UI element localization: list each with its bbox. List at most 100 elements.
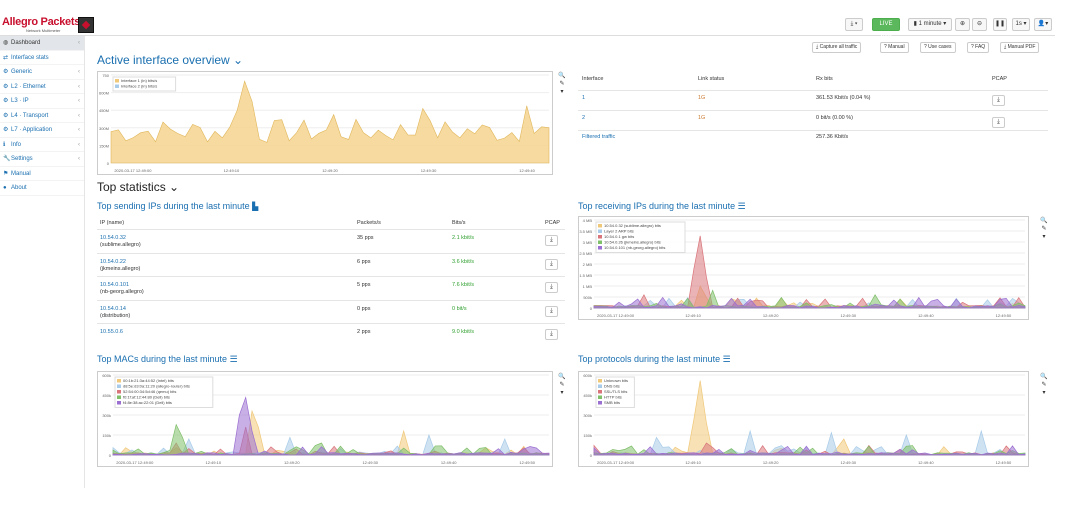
- sidebar-item-settings[interactable]: 🔧Settings ‹: [0, 152, 84, 167]
- pcap-download-button[interactable]: ⤓: [545, 282, 558, 293]
- list-icon[interactable]: ☰: [229, 354, 238, 364]
- top-statistics-title[interactable]: Top statistics ⌄: [97, 180, 180, 194]
- menu-chevron-icon[interactable]: ▾: [1042, 234, 1046, 240]
- use-cases-button[interactable]: ? Use cases: [920, 42, 956, 53]
- table-row: 10.54.0.22 (jkmeins.allegro) 6 pps 3.6 kbit…: [97, 252, 565, 277]
- sidebar-item-l2-ethernet[interactable]: ⚙ L2 · Ethernet ‹: [0, 80, 84, 94]
- ip-link[interactable]: 10.54.0.22: [100, 258, 126, 265]
- rx-value: 0 bit/s (0.00 %): [816, 115, 853, 121]
- ip-link[interactable]: 10.54.0.14: [100, 305, 126, 312]
- zoom-icon[interactable]: 🔍: [558, 374, 566, 380]
- sidebar-item-label: Dashboard: [11, 40, 41, 46]
- menu-chevron-icon[interactable]: ▾: [560, 390, 564, 396]
- sidebar-item-interface-stats[interactable]: ⇄ Interface stats: [0, 51, 84, 65]
- manual-pdf-button[interactable]: ⤓ Manual PDF: [1000, 42, 1040, 53]
- download-button[interactable]: ⤓ ▾: [845, 18, 863, 31]
- pcap-download-button[interactable]: ⤓: [545, 305, 558, 317]
- edit-icon[interactable]: ✎: [1041, 226, 1047, 232]
- sidebar-item-l3-ip[interactable]: ⚙ L3 · IP ‹: [0, 94, 84, 109]
- y-tick-label: 0: [590, 306, 593, 311]
- top-macs-title[interactable]: Top MACs during the last minute ☰: [97, 354, 238, 365]
- pcap-download-button[interactable]: ⤓: [545, 329, 558, 340]
- interface-overview-chart[interactable]: 750 600M 450M 300M 150M 0 2020-03-17 12:49:00 1…: [97, 71, 553, 175]
- link-status: 1G: [698, 95, 706, 101]
- sidebar-item-manual[interactable]: ⚑ Manual: [0, 167, 84, 181]
- edit-icon[interactable]: ✎: [559, 81, 565, 87]
- top-protocols-title[interactable]: Top protocols during the last minute ☰: [578, 354, 731, 365]
- top-receiving-chart[interactable]: 4 MB 3.5 MB 3 MB 2.5 MB 2 MB 1.5 MB 1 MB 500k 0 2…: [578, 216, 1029, 320]
- user-menu-button[interactable]: 👤▾: [1034, 18, 1052, 31]
- top-macs-chart[interactable]: 600k 450k 300k 150k 0 2020-03-17 12:49:00 12:4…: [97, 371, 553, 467]
- zoom-out-button[interactable]: ⊖: [972, 18, 987, 31]
- legend-label: Layer 2 ARP bits: [604, 229, 634, 234]
- sidebar-item-dashboard[interactable]: ◍ Dashboard ‹: [0, 36, 84, 51]
- x-tick-label: 2020-03-17 12:49:00: [116, 460, 154, 465]
- x-tick-label: 12:49:50: [996, 313, 1012, 318]
- bits-value: 0 bit/s: [452, 305, 467, 312]
- list-icon[interactable]: ☰: [737, 201, 746, 211]
- pause-button[interactable]: ❚❚: [993, 18, 1007, 31]
- interface-link[interactable]: 1: [582, 95, 586, 101]
- list-icon[interactable]: ☰: [722, 354, 731, 364]
- interface-link[interactable]: 2: [582, 115, 586, 121]
- y-tick-label: 500k: [583, 295, 592, 300]
- faq-button[interactable]: ? FAQ: [967, 42, 990, 53]
- legend-box: [595, 376, 635, 408]
- col-pcap: PCAP: [545, 220, 560, 226]
- top-receiving-title[interactable]: Top receiving IPs during the last minute…: [578, 201, 746, 212]
- sidebar-item-l4-transport[interactable]: ⚙ L4 · Transport ‹: [0, 109, 84, 123]
- sidebar-item-l7-application[interactable]: ⚙ L7 · Application ‹: [0, 123, 84, 138]
- legend-swatch: [115, 84, 119, 88]
- bar-chart-icon[interactable]: ▙: [252, 202, 259, 211]
- link-status: 1G: [698, 115, 706, 121]
- col-pcap: PCAP: [992, 76, 1007, 82]
- rx-value: 361.53 Kbit/s (0.04 %): [816, 95, 871, 101]
- ip-link[interactable]: 10.55.0.6: [100, 329, 123, 335]
- top-sending-title[interactable]: Top sending IPs during the last minute ▙: [97, 201, 258, 211]
- filtered-traffic-link[interactable]: Filtered traffic: [582, 134, 616, 140]
- zoom-in-button[interactable]: ⊕: [955, 18, 970, 31]
- live-badge[interactable]: LIVE view: [872, 18, 900, 38]
- zoom-icon[interactable]: 🔍: [558, 73, 566, 79]
- legend-label: 10.54.0.32 (sublime.allegro) bits: [604, 223, 661, 228]
- y-tick-label: 2 MB: [583, 262, 593, 267]
- pcap-download-button[interactable]: ⤓: [545, 235, 558, 246]
- capture-all-traffic-button[interactable]: ⤓ Capture all traffic: [812, 42, 862, 53]
- ip-link[interactable]: 10.54.0.101: [100, 282, 130, 288]
- sidebar-item-info[interactable]: ℹ Info ‹: [0, 138, 84, 152]
- ip-link[interactable]: 10.54.0.32: [100, 235, 126, 241]
- manual-button[interactable]: ? Manual: [880, 42, 909, 53]
- app-logo[interactable]: Allegro Packets Network Multimeter: [2, 16, 94, 34]
- x-tick-label: 12:49:20: [322, 168, 338, 173]
- pcap-download-button[interactable]: ⤓: [992, 95, 1005, 106]
- pcap-download-button[interactable]: ⤓: [545, 258, 558, 270]
- top-receiving-svg: 4 MB 3.5 MB 3 MB 2.5 MB 2 MB 1.5 MB 1 MB 500k 02…: [578, 216, 1029, 320]
- time-range-select[interactable]: ▮ 1 minute ▾: [908, 18, 952, 31]
- chevron-left-icon: ‹: [78, 98, 80, 104]
- legend-label: f0:1f:af:12:44:80 (Dell) bits: [123, 395, 170, 400]
- top-protocols-chart[interactable]: 600k 450k 300k 150k 0 2020-03-17 12:49:00 12:4…: [578, 371, 1029, 467]
- zoom-icon[interactable]: 🔍: [1040, 374, 1048, 380]
- top-receiving-title-text: Top receiving IPs during the last minute: [578, 201, 736, 211]
- y-tick-label: 150k: [583, 433, 592, 438]
- overview-title[interactable]: Active interface overview ⌄: [97, 53, 244, 67]
- sidebar-item-label: Interface stats: [11, 54, 49, 61]
- legend-swatch: [598, 384, 602, 388]
- menu-chevron-icon[interactable]: ▾: [1042, 390, 1046, 396]
- legend-swatch: [598, 379, 602, 383]
- pcap-download-button[interactable]: ⤓: [992, 117, 1005, 128]
- interval-select[interactable]: 1s ▾: [1012, 18, 1030, 31]
- sidebar-item-about[interactable]: ● About: [0, 181, 84, 196]
- y-tick-label: 150k: [102, 433, 111, 438]
- edit-icon[interactable]: ✎: [1041, 382, 1047, 388]
- sidebar-item-generic[interactable]: ⚙ Generic ‹: [0, 65, 84, 80]
- interface-icon: ⇄: [3, 54, 9, 61]
- x-tick-label: 2020-03-17 12:49:00: [597, 460, 635, 465]
- menu-chevron-icon[interactable]: ▾: [560, 89, 564, 95]
- zoom-icon[interactable]: 🔍: [1040, 218, 1048, 224]
- legend-swatch: [598, 235, 602, 239]
- edit-icon[interactable]: ✎: [559, 382, 565, 388]
